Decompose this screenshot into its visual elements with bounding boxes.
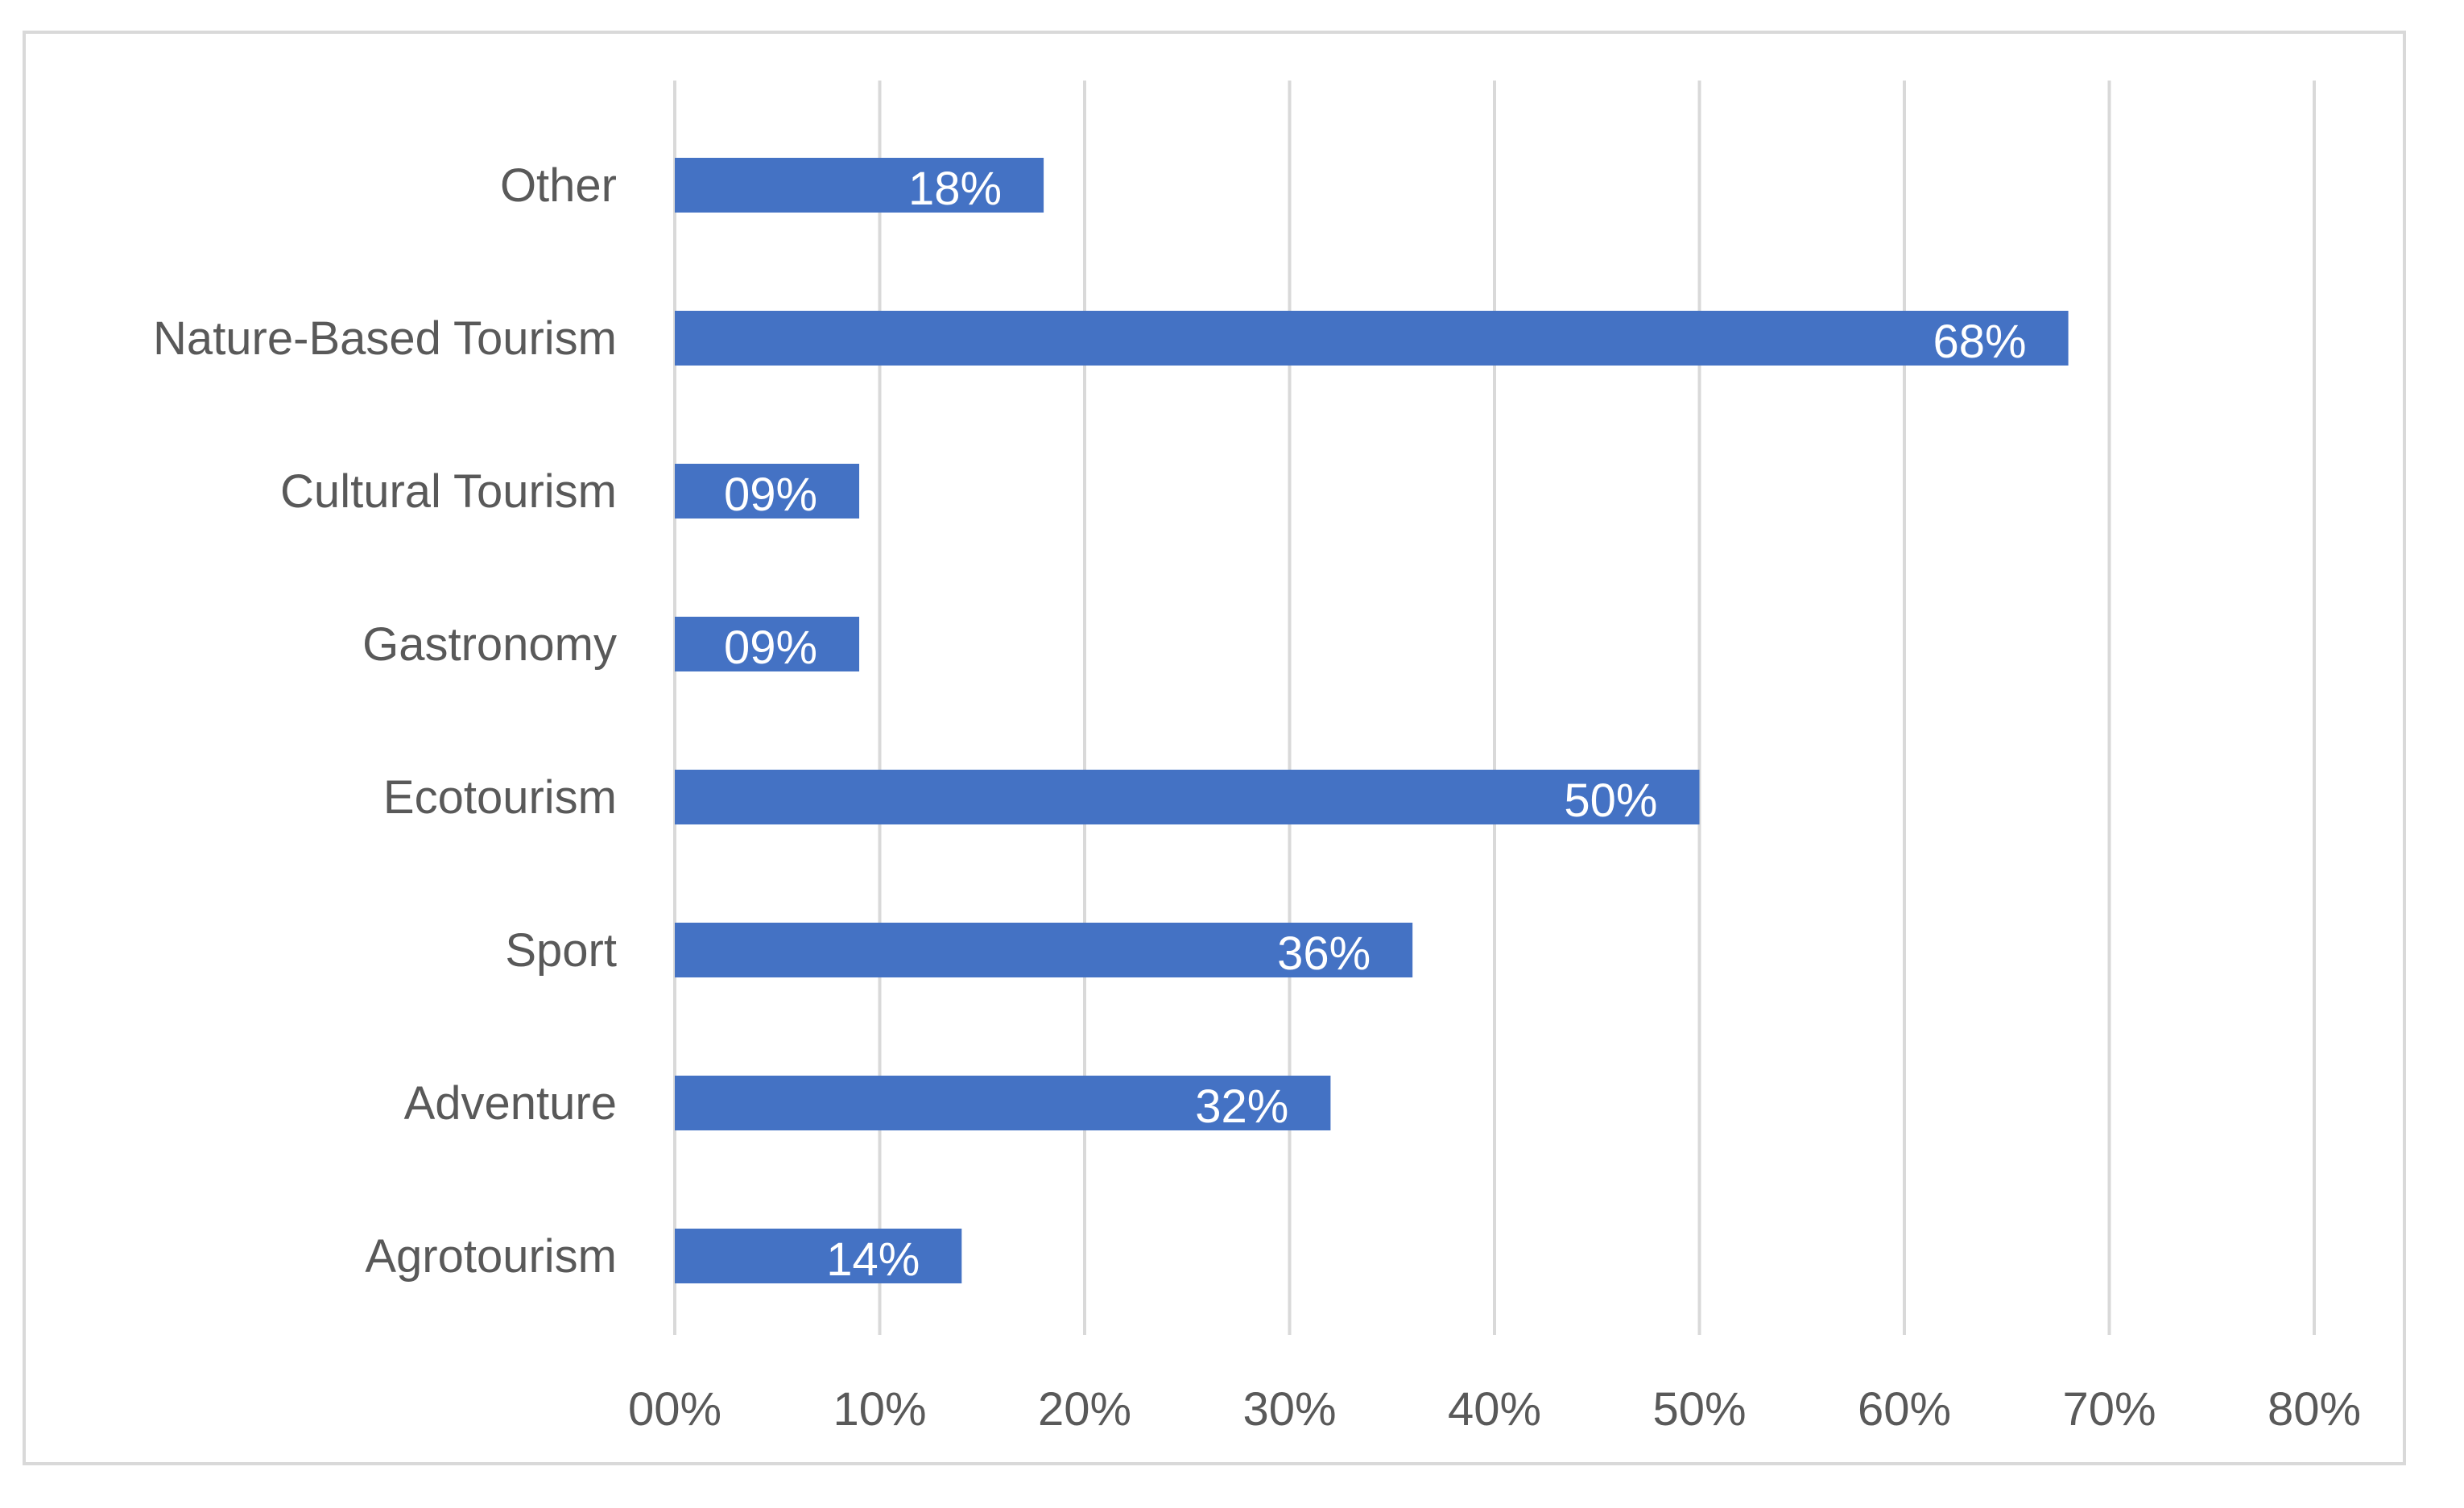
x-tick-label: 70% (2062, 1383, 2156, 1436)
bar (675, 617, 860, 671)
x-tick-label: 30% (1242, 1383, 1336, 1436)
data-label: 14% (826, 1233, 920, 1286)
category-labels: Other Nature-Based Tourism Cultural Touris… (153, 159, 617, 1283)
x-tick-label: 10% (833, 1383, 926, 1436)
x-tick-label: 00% (628, 1383, 721, 1436)
bars (675, 158, 2069, 1283)
x-tick-label: 20% (1038, 1383, 1131, 1436)
x-tick-labels: 00% 10% 20% 30% 40% 50% 60% 70% 80% (628, 1383, 2361, 1436)
category-label: Sport (505, 924, 617, 977)
data-label: 50% (1564, 775, 1657, 827)
category-label: Nature-Based Tourism (153, 312, 617, 365)
data-label: 09% (724, 622, 817, 674)
data-labels: 18% 68% 09% 09% 50% 36% 32% 14% (724, 163, 2027, 1286)
x-tick-label: 80% (2268, 1383, 2361, 1436)
category-label: Gastronomy (362, 618, 617, 671)
bar (675, 1076, 1331, 1130)
bar (675, 464, 860, 519)
category-label: Ecotourism (383, 771, 617, 824)
x-tick-label: 50% (1652, 1383, 1746, 1436)
bar (675, 770, 1700, 824)
bar (675, 1229, 962, 1283)
category-label: Adventure (404, 1077, 617, 1130)
x-tick-label: 40% (1448, 1383, 1541, 1436)
category-label: Cultural Tourism (280, 465, 617, 518)
x-tick-label: 60% (1858, 1383, 1951, 1436)
bar (675, 923, 1413, 977)
data-label: 18% (908, 163, 1002, 215)
bar (675, 158, 1044, 213)
data-label: 68% (1933, 316, 2027, 368)
data-label: 32% (1195, 1080, 1288, 1133)
category-label: Agrotourism (365, 1230, 617, 1283)
category-label: Other (500, 159, 617, 212)
data-label: 09% (724, 469, 817, 521)
gridlines (673, 81, 2316, 1335)
bar (675, 311, 2069, 366)
chart-frame (23, 31, 2406, 1465)
data-label: 36% (1277, 928, 1370, 980)
